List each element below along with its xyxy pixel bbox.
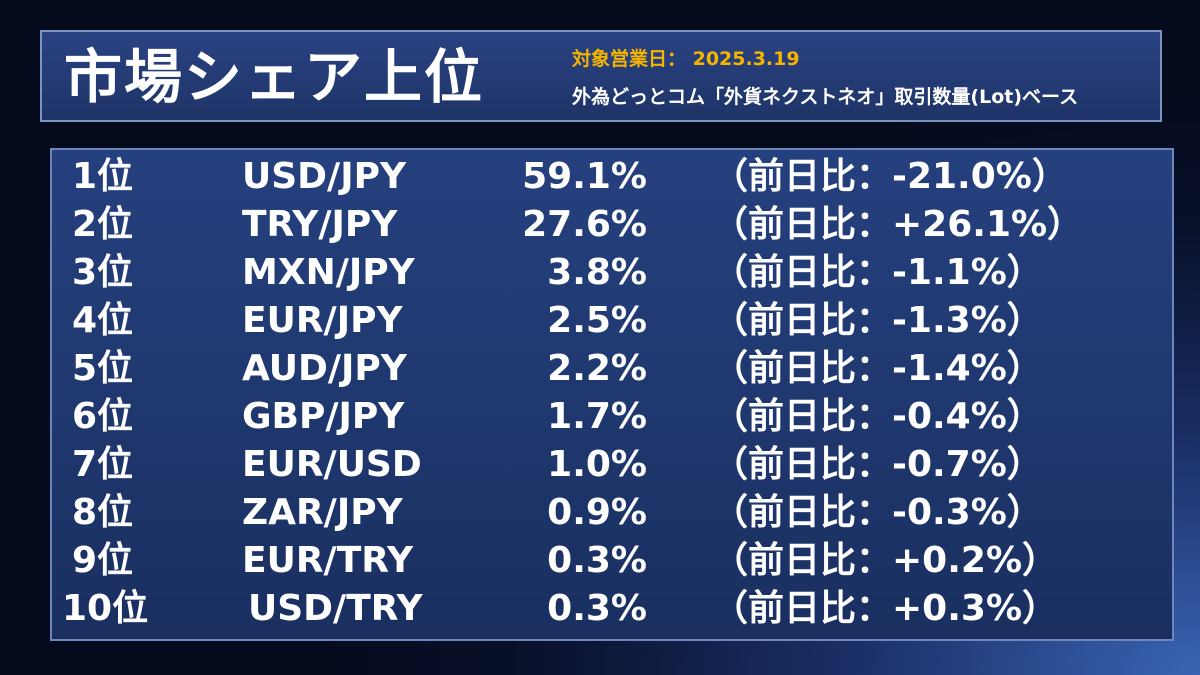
market-share: 3.8% — [547, 252, 647, 293]
ranking-table: 1位 USD/JPY 59.1% （前日比：-21.0%） 2位 TRY/JPY… — [50, 148, 1174, 641]
market-share: 1.0% — [547, 444, 647, 485]
day-change: （前日比：-0.4%） — [712, 396, 1043, 437]
currency-pair: MXN/JPY — [242, 252, 415, 293]
rank-label: 5位 — [72, 348, 134, 389]
table-row: 4位 EUR/JPY 2.5% （前日比：-1.3%） — [52, 297, 1172, 345]
table-row: 8位 ZAR/JPY 0.9% （前日比：-0.3%） — [52, 489, 1172, 537]
day-change: （前日比：-1.4%） — [712, 348, 1043, 389]
day-change: （前日比：-0.3%） — [712, 492, 1043, 533]
table-row: 9位 EUR/TRY 0.3% （前日比：+0.2%） — [52, 537, 1172, 585]
currency-pair: EUR/TRY — [242, 540, 414, 581]
day-change: （前日比：-21.0%） — [712, 156, 1068, 197]
table-row: 7位 EUR/USD 1.0% （前日比：-0.7%） — [52, 441, 1172, 489]
day-change: （前日比：-1.3%） — [712, 300, 1043, 341]
day-change: （前日比：-0.7%） — [712, 444, 1043, 485]
currency-pair: EUR/USD — [242, 444, 422, 485]
market-share: 27.6% — [522, 204, 647, 245]
day-change: （前日比：+0.3%） — [712, 588, 1059, 629]
table-row: 2位 TRY/JPY 27.6% （前日比：+26.1%） — [52, 201, 1172, 249]
market-share: 0.9% — [547, 492, 647, 533]
rank-label: 6位 — [72, 396, 134, 437]
currency-pair: USD/JPY — [242, 156, 407, 197]
header-panel: 市場シェア上位 対象営業日： 2025.3.19 外為どっとコム「外貨ネクストネ… — [40, 30, 1162, 122]
currency-pair: TRY/JPY — [242, 204, 398, 245]
market-share: 2.5% — [547, 300, 647, 341]
rank-label: 10位 — [62, 588, 149, 629]
rank-label: 9位 — [72, 540, 134, 581]
rank-label: 4位 — [72, 300, 134, 341]
table-row: 1位 USD/JPY 59.1% （前日比：-21.0%） — [52, 153, 1172, 201]
business-date-label: 対象営業日： 2025.3.19 — [572, 48, 800, 70]
currency-pair: GBP/JPY — [242, 396, 405, 437]
market-share: 1.7% — [547, 396, 647, 437]
day-change: （前日比：+26.1%） — [712, 204, 1084, 245]
table-row: 6位 GBP/JPY 1.7% （前日比：-0.4%） — [52, 393, 1172, 441]
market-share: 0.3% — [547, 588, 647, 629]
rank-label: 7位 — [72, 444, 134, 485]
day-change: （前日比：-1.1%） — [712, 252, 1043, 293]
market-share: 0.3% — [547, 540, 647, 581]
table-row: 5位 AUD/JPY 2.2% （前日比：-1.4%） — [52, 345, 1172, 393]
rank-label: 2位 — [72, 204, 134, 245]
day-change: （前日比：+0.2%） — [712, 540, 1059, 581]
currency-pair: USD/TRY — [248, 588, 423, 629]
page-title: 市場シェア上位 — [64, 43, 485, 111]
table-row: 10位 USD/TRY 0.3% （前日比：+0.3%） — [52, 585, 1172, 633]
currency-pair: ZAR/JPY — [242, 492, 403, 533]
rank-label: 3位 — [72, 252, 134, 293]
basis-description: 外為どっとコム「外貨ネクストネオ」取引数量(Lot)ベース — [572, 86, 1079, 108]
rank-label: 8位 — [72, 492, 134, 533]
currency-pair: AUD/JPY — [242, 348, 407, 389]
table-row: 3位 MXN/JPY 3.8% （前日比：-1.1%） — [52, 249, 1172, 297]
market-share: 59.1% — [522, 156, 647, 197]
market-share: 2.2% — [547, 348, 647, 389]
rank-label: 1位 — [72, 156, 134, 197]
currency-pair: EUR/JPY — [242, 300, 403, 341]
